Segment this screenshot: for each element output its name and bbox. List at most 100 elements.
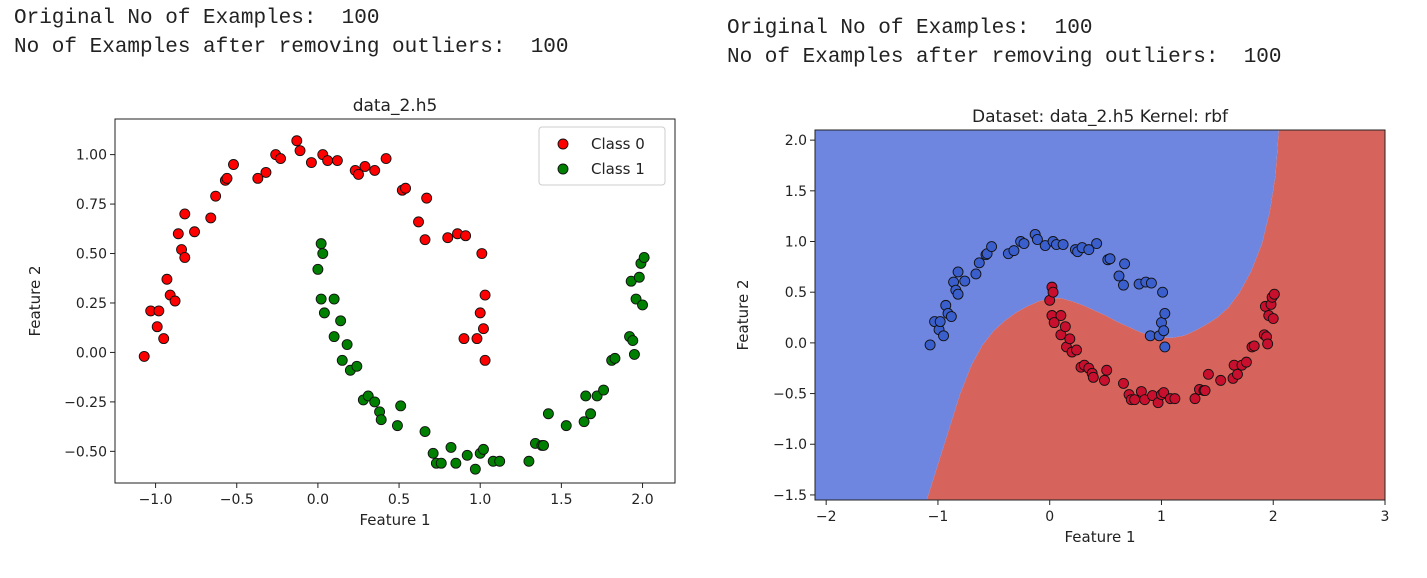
data-point-class-0	[1101, 364, 1113, 376]
data-point-class-1	[1157, 286, 1169, 298]
data-point-class-0	[353, 168, 364, 180]
data-point-class-0	[1071, 344, 1082, 356]
y-tick-label: 0.50	[76, 247, 107, 263]
data-point-class-1	[627, 335, 639, 347]
data-point-class-1	[538, 439, 549, 451]
data-point-class-1	[1018, 238, 1030, 249]
data-point-class-0	[179, 208, 191, 220]
left-output-line2-value: 100	[530, 36, 569, 59]
data-point-class-0	[331, 155, 343, 166]
y-tick-label: 0.0	[785, 336, 807, 352]
right-output-line2-label: No of Examples after removing outliers:	[727, 46, 1219, 69]
data-point-class-0	[1048, 317, 1060, 329]
data-point-class-1	[637, 299, 648, 311]
y-tick-label: −0.50	[64, 444, 107, 460]
x-tick-label: 0	[1045, 509, 1054, 525]
data-point-class-1	[628, 348, 640, 360]
chart-title: Dataset: data_2.h5 Kernel: rbf	[972, 107, 1229, 127]
data-point-class-1	[934, 316, 946, 328]
data-point-class-1	[1159, 341, 1171, 353]
data-point-class-1	[523, 455, 535, 467]
data-point-class-1	[1091, 238, 1103, 249]
data-point-class-0	[1232, 368, 1243, 380]
right-output-line2-value: 100	[1243, 46, 1282, 69]
data-point-class-0	[205, 212, 217, 224]
data-point-class-0	[275, 153, 287, 165]
data-point-class-1	[945, 311, 957, 322]
data-point-class-1	[328, 293, 340, 305]
data-point-class-0	[228, 159, 239, 170]
data-point-class-1	[609, 352, 621, 364]
data-point-class-0	[419, 234, 431, 246]
right-output-text: Original No of Examples: 100 No of Examp…	[727, 14, 1282, 72]
data-point-class-0	[1087, 371, 1099, 383]
data-point-class-1	[986, 241, 998, 253]
y-tick-label: 0.5	[785, 285, 807, 301]
decision-regions	[815, 130, 1385, 500]
data-point-class-0	[471, 333, 483, 345]
data-point-class-0	[359, 161, 371, 172]
data-point-class-0	[421, 192, 433, 204]
data-point-class-0	[1267, 313, 1279, 324]
data-point-class-1	[315, 293, 327, 305]
x-tick-label: 0.5	[388, 492, 410, 508]
data-point-class-0	[221, 172, 233, 184]
data-point-class-1	[1119, 258, 1131, 270]
data-point-class-0	[294, 145, 306, 157]
data-point-class-0	[1262, 338, 1274, 350]
data-point-class-1	[1008, 245, 1020, 257]
data-point-class-1	[578, 416, 590, 428]
data-point-class-1	[461, 449, 473, 461]
data-point-class-0	[291, 135, 303, 147]
data-point-class-0	[179, 252, 191, 263]
y-tick-label: 2.0	[785, 133, 807, 149]
y-tick-label: 1.0	[785, 235, 807, 251]
data-point-class-0	[442, 232, 454, 244]
data-point-class-1	[938, 330, 949, 342]
right-output-line1-value: 100	[1054, 17, 1093, 40]
data-point-class-0	[1064, 333, 1076, 345]
data-point-class-0	[1055, 310, 1067, 321]
class-1-region	[815, 130, 1279, 500]
data-point-class-1	[351, 360, 363, 372]
legend-box	[538, 126, 666, 186]
data-point-class-0	[1240, 356, 1252, 368]
data-point-class-0	[458, 333, 470, 345]
data-point-class-0	[210, 190, 222, 202]
data-point-class-1	[585, 408, 597, 420]
y-tick-label: 1.00	[76, 148, 107, 164]
data-point-class-0	[1059, 321, 1071, 333]
y-tick-label: 0.25	[76, 296, 107, 312]
chart-title: data_2.h5	[353, 96, 438, 116]
left-output-line2-label: No of Examples after removing outliers:	[14, 36, 506, 59]
data-point-class-1	[336, 354, 348, 366]
data-point-class-0	[1118, 377, 1129, 389]
data-point-class-1	[1118, 279, 1129, 291]
data-point-class-1	[478, 443, 489, 455]
data-point-class-1	[375, 414, 387, 426]
left-output-text: Original No of Examples: 100 No of Examp…	[14, 4, 569, 62]
data-point-class-1	[1158, 325, 1170, 337]
x-axis-label: Feature 1	[1065, 528, 1136, 546]
data-point-class-0	[460, 230, 472, 242]
data-point-class-1	[450, 457, 462, 469]
data-point-class-1	[1083, 244, 1095, 256]
plot-frame	[114, 118, 676, 484]
data-point-class-0	[153, 305, 165, 317]
data-point-class-1	[1057, 239, 1069, 250]
data-point-class-0	[479, 354, 491, 366]
x-tick-label: 1	[1157, 509, 1166, 525]
data-point-class-0	[305, 157, 317, 168]
data-point-class-0	[1268, 288, 1280, 300]
data-point-class-1	[633, 271, 645, 283]
data-point-class-1	[391, 420, 403, 432]
data-point-class-0	[169, 295, 181, 307]
data-point-class-0	[172, 228, 184, 240]
data-point-class-0	[380, 153, 392, 165]
data-point-class-0	[1099, 374, 1110, 386]
data-point-class-0	[474, 307, 486, 319]
x-tick-label: 3	[1381, 509, 1390, 525]
data-point-class-1	[1104, 253, 1116, 265]
data-point-class-1	[427, 447, 439, 459]
x-tick-label: 2.0	[631, 492, 653, 508]
